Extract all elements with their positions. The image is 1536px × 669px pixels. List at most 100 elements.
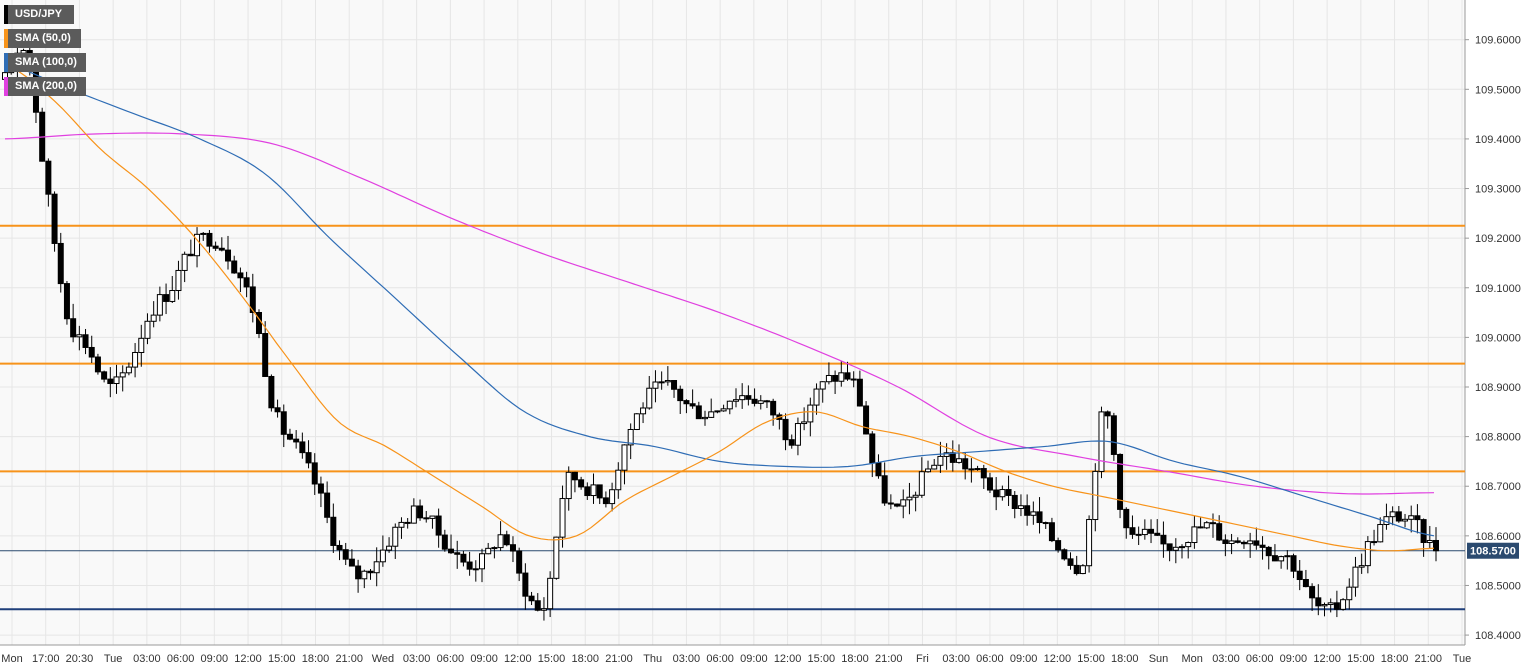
candle-body [1209, 522, 1216, 525]
candle-body [410, 505, 417, 524]
candle-body [125, 366, 132, 374]
candle-body [763, 400, 770, 403]
candle-body [900, 499, 907, 507]
candle-body [225, 249, 232, 262]
candle-body [540, 608, 547, 611]
candle-body [1309, 586, 1316, 599]
sma200-swatch [4, 77, 8, 96]
candle-body [1073, 564, 1080, 575]
candle-body [57, 242, 64, 285]
candle-body [1364, 541, 1371, 567]
candle-body [949, 452, 956, 463]
candle-body [119, 372, 126, 378]
candle-body [1123, 508, 1130, 529]
candle-body [807, 404, 814, 423]
candle-body [819, 381, 826, 390]
candle-body [683, 400, 690, 405]
candle-body [974, 468, 981, 471]
candle-body [386, 545, 393, 551]
candle-body [1086, 519, 1093, 567]
y-tick-label: 108.9000 [1475, 382, 1521, 394]
candle-body [689, 403, 696, 407]
candle-body [361, 570, 368, 580]
y-tick-label: 109.0000 [1475, 332, 1521, 344]
candle-body [1259, 544, 1266, 548]
candle-body [1129, 527, 1136, 535]
x-tick-label: 18:00 [1111, 653, 1139, 665]
candle-body [336, 544, 343, 551]
y-tick-label: 109.1000 [1475, 283, 1521, 295]
y-tick-label: 108.8000 [1475, 432, 1521, 444]
x-tick-label: 12:00 [1313, 653, 1341, 665]
sma100-line [4, 63, 1435, 537]
candle-body [1024, 505, 1031, 516]
candle-body [1395, 511, 1402, 522]
candle-body [590, 484, 597, 497]
plot-area [0, 0, 1465, 645]
candle-body [1216, 523, 1223, 541]
candle-body [503, 534, 510, 546]
candle-body [1228, 540, 1235, 544]
candle-body [194, 233, 201, 257]
x-tick-label: Sun [1149, 653, 1169, 665]
candle-body [249, 286, 256, 313]
candle-body [82, 334, 89, 348]
candle-body [1030, 511, 1037, 516]
candle-body [305, 452, 312, 464]
candle-body [578, 479, 585, 488]
candle-body [144, 320, 151, 339]
candle-body [88, 346, 95, 358]
candle-body [671, 380, 678, 390]
y-tick-label: 109.4000 [1475, 134, 1521, 146]
candle-body [1321, 604, 1328, 607]
candle-body [330, 516, 337, 546]
candle-body [212, 245, 219, 249]
candle-body [986, 477, 993, 491]
candle-body [801, 421, 808, 425]
candle-body [720, 408, 727, 412]
x-tick-label: 06:00 [976, 653, 1004, 665]
x-tick-label: 18:00 [1381, 653, 1409, 665]
candle-body [1055, 540, 1062, 551]
price-tag [1467, 542, 1519, 559]
candle-body [1048, 522, 1055, 542]
candle-body [596, 484, 603, 499]
candle-body [956, 458, 962, 463]
candle-body [881, 475, 888, 504]
legend-sma50[interactable]: SMA (50,0) [4, 29, 81, 48]
candle-body [218, 247, 225, 251]
candle-body [1179, 546, 1186, 549]
candle-body [1278, 556, 1285, 562]
candle-body [621, 444, 628, 471]
candle-body [1154, 532, 1161, 536]
legend-sma100-label: SMA (100,0) [15, 56, 77, 68]
legend-sma200[interactable]: SMA (200,0) [4, 77, 86, 96]
x-tick-label: 21:00 [875, 653, 903, 665]
sma50-swatch [4, 29, 8, 48]
legend-sma100[interactable]: SMA (100,0) [4, 53, 86, 72]
candle-body [757, 400, 764, 404]
candle-body [206, 232, 213, 247]
candle-body [1240, 541, 1247, 545]
candle-body [918, 471, 925, 496]
legend-sma200-label: SMA (200,0) [15, 80, 77, 92]
candle-body [1433, 539, 1439, 552]
candle-body [1197, 526, 1204, 529]
legend-symbol[interactable]: USD/JPY [4, 5, 74, 24]
candle-body [1036, 511, 1043, 524]
x-tick-label: Fri [916, 653, 929, 665]
candle-body [943, 452, 950, 457]
candle-body [1005, 489, 1012, 496]
candle-body [770, 400, 777, 416]
x-tick-label: 15:00 [1077, 653, 1105, 665]
x-tick-label: 09:00 [201, 653, 229, 665]
x-tick-label: 09:00 [470, 653, 498, 665]
candle-body [1340, 599, 1347, 610]
candle-body [1420, 519, 1427, 544]
candle-body [485, 547, 492, 555]
candle-body [1253, 540, 1260, 546]
candle-body [999, 489, 1006, 498]
candle-body [1141, 528, 1148, 536]
candle-body [559, 498, 566, 538]
